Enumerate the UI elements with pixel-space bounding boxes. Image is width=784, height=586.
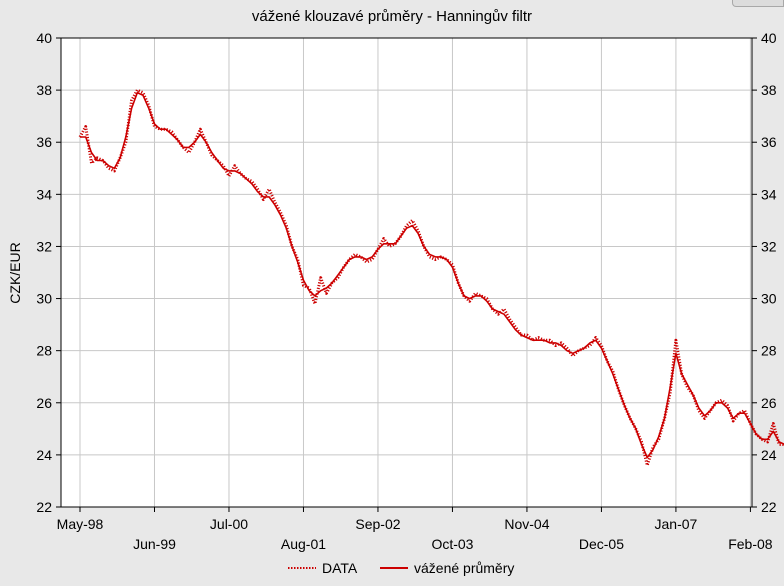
x-tick-label: Feb-08 [728, 536, 773, 552]
y-tick-label-right: 32 [761, 238, 777, 254]
y-tick-label: 32 [36, 238, 52, 254]
y-tick-label-right: 38 [761, 82, 777, 98]
y-tick-label: 28 [36, 343, 52, 359]
x-tick-label: Jan-07 [655, 516, 698, 532]
x-tick-label: Nov-04 [504, 516, 549, 532]
y-tick-label: 38 [36, 82, 52, 98]
y-tick-label-right: 26 [761, 395, 777, 411]
y-tick-label: 30 [36, 291, 52, 307]
legend: DATA vážené průměry [288, 560, 514, 576]
series-smoothed-line [80, 91, 784, 459]
x-tick-label: Sep-02 [355, 516, 400, 532]
y-tick-label: 24 [36, 447, 52, 463]
y-tick-label-right: 30 [761, 291, 777, 307]
y-tick-label-right: 36 [761, 134, 777, 150]
y-axis-label: CZK/EUR [7, 242, 23, 303]
legend-label-data: DATA [322, 560, 358, 576]
x-tick-label: Jun-99 [133, 536, 176, 552]
y-tick-label: 40 [36, 30, 52, 46]
y-tick-label: 34 [36, 186, 52, 202]
plot-frame [60, 37, 753, 508]
x-tick-label: Oct-03 [431, 536, 473, 552]
y-tick-label: 22 [36, 499, 52, 515]
x-tick-label: Dec-05 [579, 536, 624, 552]
y-tick-label: 36 [36, 134, 52, 150]
chart-title: vážené klouzavé průměry - Hanningův filt… [252, 8, 532, 25]
y-tick-label-right: 34 [761, 186, 777, 202]
x-tick-label: Jul-00 [210, 516, 248, 532]
axes: 22 22 24 24 26 26 28 28 30 30 32 32 34 34 36 36 38 38 40 40… [36, 30, 777, 552]
legend-label-smoothed: vážené průměry [414, 560, 514, 576]
y-tick-label-right: 24 [761, 447, 777, 463]
y-tick-label-right: 22 [761, 499, 777, 515]
y-tick-label-right: 40 [761, 30, 777, 46]
x-tick-label: Aug-01 [281, 536, 326, 552]
plot-area [61, 38, 752, 507]
series [78, 88, 784, 467]
x-tick-label: May-98 [57, 516, 104, 532]
y-tick-label-right: 28 [761, 343, 777, 359]
y-tick-label: 26 [36, 395, 52, 411]
